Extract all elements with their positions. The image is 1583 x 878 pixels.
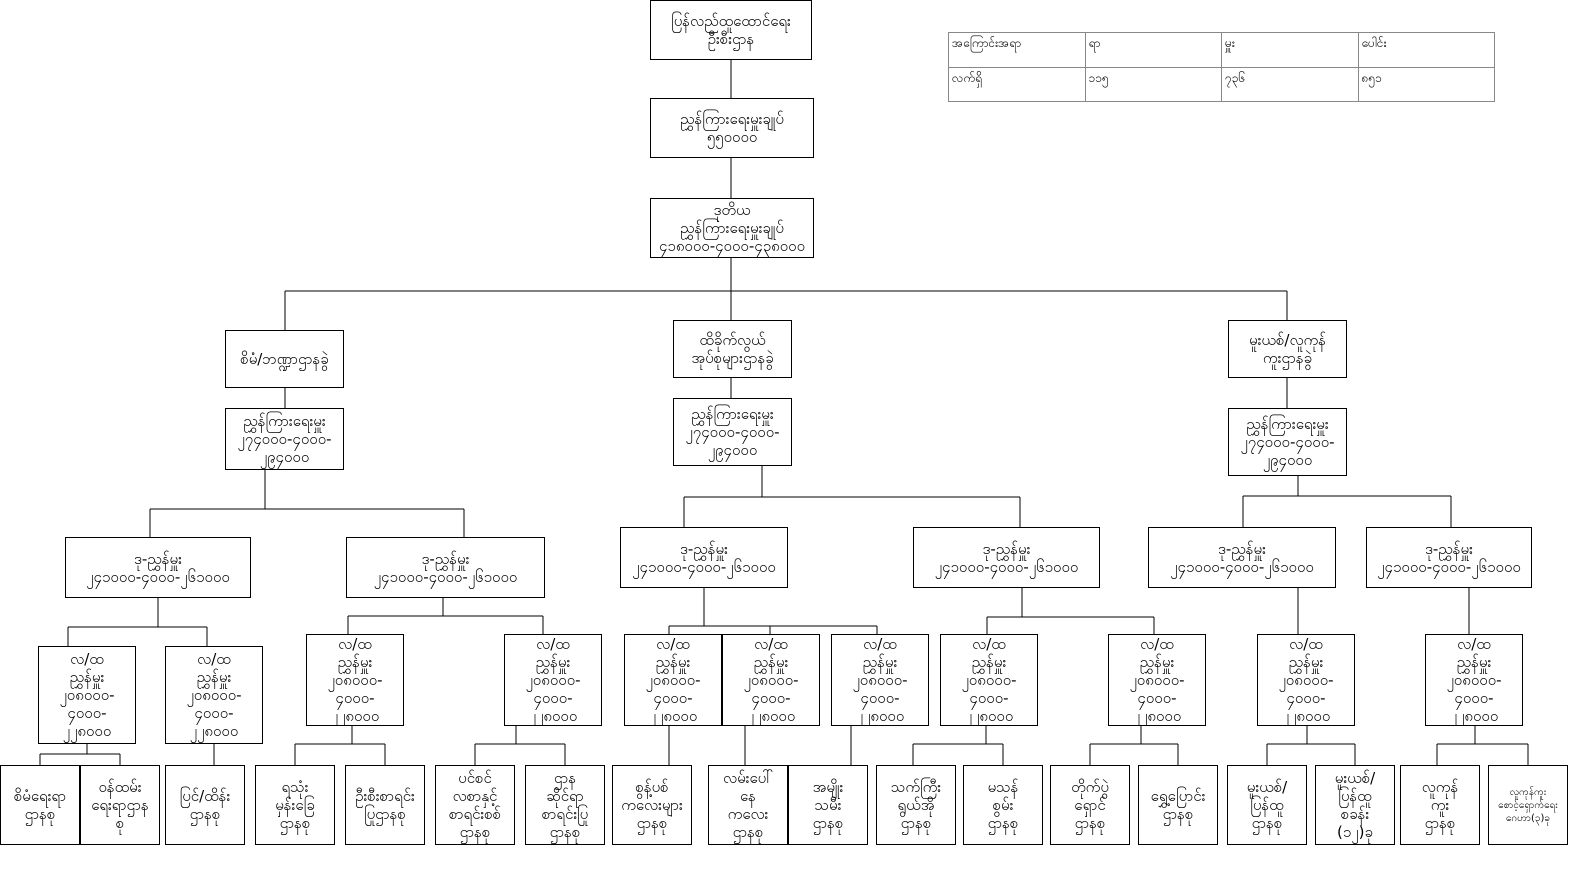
- division-box: မူးယစ်/လူကုန် ကူးဌာနခွဲ: [1228, 320, 1347, 378]
- deputy-director-box: ဒု-ညွှန်မှူး ၂၄၁၀၀၀-၄၀၀၀-၂၆၁၀၀၀: [913, 527, 1100, 588]
- section-box: မူးယစ်/ ပြန်ထူ ဌာနစု: [1227, 765, 1307, 845]
- section-box: သက်ကြီး ရွယ်အို ဌာနစု: [876, 765, 956, 845]
- deputy-director-box: ဒု-ညွှန်မှူး ၂၄၁၀၀၀-၄၀၀၀-၂၆၁၀၀၀: [620, 527, 788, 588]
- director-box: ညွှန်ကြားရေးမှူး ၂၇၄၀၀၀-၄၀၀၀- ၂၉၄၀၀၀: [673, 398, 792, 466]
- assistant-director-box: လ/ထ ညွှန်မှူး ၂၀၈၀၀၀- ၄၀၀၀- ၂၂၈၀၀၀: [306, 634, 404, 726]
- director-box: ညွှန်ကြားရေးမှူး ၂၇၄၀၀၀-၄၀၀၀- ၂၉၄၀၀၀: [225, 408, 344, 470]
- assistant-director-box: လ/ထ ညွှန်မှူး ၂၀၈၀၀၀- ၄၀၀၀- ၂၂၈၀၀၀: [38, 646, 136, 744]
- summary-cell: အကြောင်းအရာ: [948, 32, 1086, 68]
- assistant-director-box: လ/ထ ညွှန်မှူး ၂၀၈၀၀၀- ၄၀၀၀- ၂၂၈၀၀၀: [940, 634, 1038, 726]
- assistant-director-box: လ/ထ ညွှန်မှူး ၂၀၈၀၀၀- ၄၀၀၀- ၂၂၈၀၀၀: [165, 646, 263, 744]
- section-box: စွန့်ပစ် ကလေးများ ဌာနစု: [612, 765, 692, 845]
- deputy-director-box: ဒု-ညွှန်မှူး ၂၄၁၀၀၀-၄၀၀၀-၂၆၁၀၀၀: [1366, 527, 1532, 588]
- section-box: မသန် စွမ်း ဌာနစု: [963, 765, 1043, 845]
- assistant-director-box: လ/ထ ညွှန်မှူး ၂၀၈၀၀၀- ၄၀၀၀- ၂၂၈၀၀၀: [1257, 634, 1355, 726]
- assistant-director-box: လ/ထ ညွှန်မှူး ၂၀၈၀၀၀- ၄၀၀၀- ၂၂၈၀၀၀: [1425, 634, 1523, 726]
- section-box: ပြင်/ထိန်း ဌာနစု: [165, 765, 245, 845]
- section-box: ဝန်ထမ်း ရေးရာဌာန စု: [80, 765, 160, 845]
- section-box: ပင်စင် လစာနှင့် စာရင်းစစ် ဌာနစု: [435, 765, 515, 845]
- department-box: ပြန်လည်ထူထောင်ရေး ဦးစီးဌာန: [650, 0, 812, 60]
- section-box: ရသုံး မှန်းခြေ ဌာနစု: [255, 765, 335, 845]
- section-box: အမျိုး သမီး ဌာနစု: [788, 765, 868, 845]
- section-box: ရွှေ့ပြောင်း ဌာနစု: [1138, 765, 1218, 845]
- deputy-director-box: ဒု-ညွှန်မှူး ၂၄၁၀၀၀-၄၀၀၀-၂၆၁၀၀၀: [65, 537, 251, 598]
- section-box: စိမံရေးရာ ဌာနစု: [0, 765, 80, 845]
- assistant-director-box: လ/ထ ညွှန်မှူး ၂၀၈၀၀၀- ၄၀၀၀- ၂၂၈၀၀၀: [722, 634, 820, 726]
- summary-cell: ၁၁၅: [1084, 66, 1222, 102]
- assistant-director-box: လ/ထ ညွှန်မှူး ၂၀၈၀၀၀- ၄၀၀၀- ၂၂၈၀၀၀: [504, 634, 602, 726]
- summary-cell: ၇၃၆: [1221, 66, 1359, 102]
- section-box: လူကုန်ကူး စောင့်ရှောက်ရေး ဂေဟာ(၃)ခု: [1488, 765, 1568, 845]
- summary-cell: လက်ရှိ: [948, 66, 1086, 102]
- deputy-director-box: ဒု-ညွှန်မှူး ၂၄၁၀၀၀-၄၀၀၀-၂၆၁၀၀၀: [1148, 527, 1336, 588]
- assistant-director-box: လ/ထ ညွှန်မှူး ၂၀၈၀၀၀- ၄၀၀၀- ၂၂၈၀၀၀: [624, 634, 722, 726]
- section-box: လူကုန် ကူး ဌာနစု: [1400, 765, 1480, 845]
- summary-cell: ၈၅၁: [1357, 66, 1495, 102]
- director-box: ညွှန်ကြားရေးမှူး ၂၇၄၀၀၀-၄၀၀၀- ၂၉၄၀၀၀: [1228, 408, 1347, 476]
- assistant-director-box: လ/ထ ညွှန်မှူး ၂၀၈၀၀၀- ၄၀၀၀- ၂၂၈၀၀၀: [1108, 634, 1206, 726]
- section-box: ဦးစီးစာရင်း ပြုဌာနစု: [345, 765, 425, 845]
- deputy-director-general-box: ဒုတိယ ညွှန်ကြားရေးမှူးချုပ် ၄၁၈၀၀၀-၄၀၀၀-…: [650, 198, 814, 258]
- section-box: တိုက်ပွဲ ရှောင် ဌာနစု: [1050, 765, 1130, 845]
- section-box: လမ်းပေါ် နေ ကလေး ဌာနစု: [708, 765, 788, 845]
- summary-cell: ရာ: [1084, 32, 1222, 68]
- section-box: မူးယစ်/ ပြန်ထူ စခန်း (၁၂)ခု: [1315, 765, 1395, 845]
- summary-table: အကြောင်းအရာ ရာ မှူး ပေါင်း လက်ရှိ ၁၁၅ ၇၃…: [948, 32, 1495, 102]
- assistant-director-box: လ/ထ ညွှန်မှူး ၂၀၈၀၀၀- ၄၀၀၀- ၂၂၈၀၀၀: [831, 634, 929, 726]
- director-general-box: ညွှန်ကြားရေးမှူးချုပ် ၅၅၀၀၀၀: [650, 98, 814, 158]
- summary-data-row: လက်ရှိ ၁၁၅ ၇၃၆ ၈၅၁: [948, 66, 1495, 102]
- deputy-director-box: ဒု-ညွှန်မှူး ၂၄၁၀၀၀-၄၀၀၀-၂၆၁၀၀၀: [346, 537, 545, 598]
- summary-header-row: အကြောင်းအရာ ရာ မှူး ပေါင်း: [948, 32, 1495, 68]
- division-box: စိမံ/ဘဏ္ဍာဌာနခွဲ: [225, 330, 344, 388]
- division-box: ထိခိုက်လွယ် အုပ်စုများဌာနခွဲ: [673, 320, 792, 378]
- section-box: ဌာန ဆိုင်ရာ စာရင်းပြု ဌာနစု: [525, 765, 605, 845]
